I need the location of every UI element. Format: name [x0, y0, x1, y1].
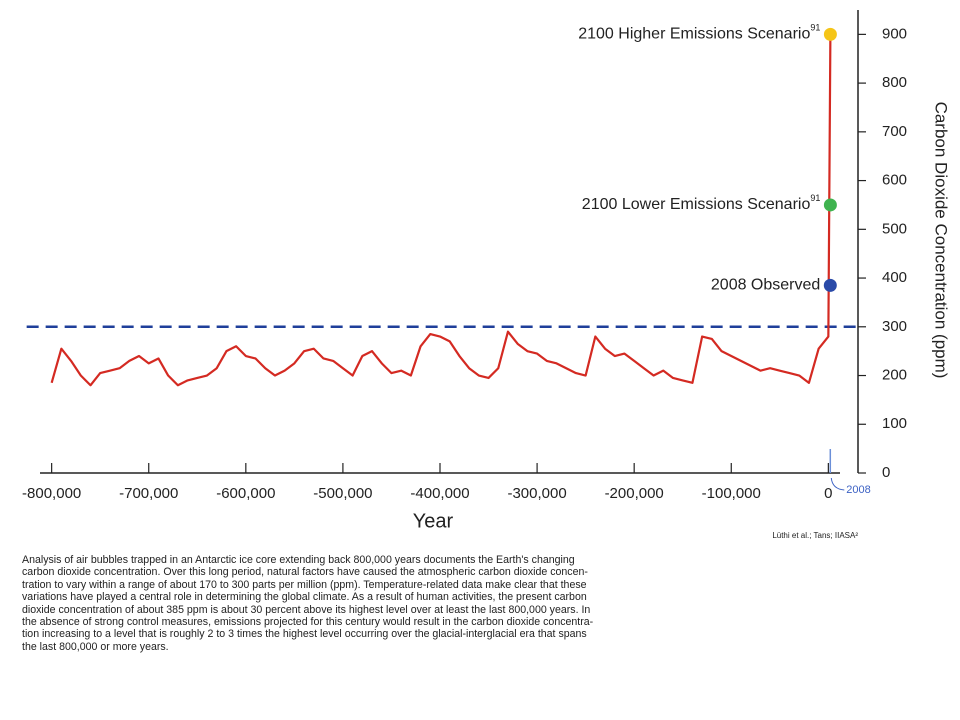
y-axis-label: Carbon Dioxide Concentration (ppm): [932, 102, 951, 379]
caption-line: variations have played a central role in…: [22, 591, 587, 604]
chart: Year Carbon Dioxide Concentration (ppm) …: [22, 10, 951, 540]
x-tick-label: -600,000: [216, 485, 275, 502]
scenario-label: 2008 Observed: [711, 277, 820, 294]
x-tick-label: -400,000: [410, 485, 469, 502]
x-axis-label: Year: [413, 510, 454, 532]
y-tick-label: 0: [882, 464, 890, 481]
x-tick-label: -100,000: [702, 485, 761, 502]
scenario-label-text: 2100 Higher Emissions Scenario: [578, 26, 810, 43]
annotation-arrow: [830, 477, 845, 491]
y-tick-label: 100: [882, 415, 907, 432]
x-tick-label: -500,000: [313, 485, 372, 502]
y-tick-label: 800: [882, 74, 907, 91]
y-tick-label: 200: [882, 366, 907, 383]
x-tick-label: -700,000: [119, 485, 178, 502]
scenario-point: [823, 198, 837, 212]
caption-line: Analysis of air bubbles trapped in an An…: [22, 554, 575, 566]
scenario-point: [823, 27, 837, 41]
scenario-label-sup: 91: [810, 193, 820, 203]
x-tick-label: -200,000: [605, 485, 664, 502]
scenario-label-text: 2008 Observed: [711, 277, 820, 294]
caption-line: tration to vary within a range of about …: [22, 578, 587, 591]
caption: Analysis of air bubbles trapped in an An…: [22, 554, 922, 653]
caption-line: the last 800,000 or more years.: [22, 640, 169, 653]
y-tick-label: 600: [882, 172, 907, 189]
caption-line: carbon dioxide concentration. Over this …: [22, 566, 588, 579]
annotation: 2008: [846, 484, 870, 496]
y-tick-label: 500: [882, 220, 907, 237]
source: Lüthi et al.; Tans; IIASA²: [772, 531, 858, 540]
caption-line: the absence of strong control measures, …: [22, 616, 594, 629]
y-tick-label: 700: [882, 123, 907, 140]
y-tick-label: 900: [882, 25, 907, 42]
x-tick-label: -800,000: [22, 485, 81, 502]
series-line: [50, 34, 832, 387]
x-tick-label: -300,000: [507, 485, 566, 502]
y-tick-label: 300: [882, 318, 907, 335]
caption-line: tion increasing to a level that is rough…: [22, 628, 587, 641]
caption-line: dioxide concentration of about 385 ppm i…: [22, 603, 591, 616]
y-tick-label: 400: [882, 269, 907, 286]
scenario-label: 2100 Lower Emissions Scenario91: [582, 193, 821, 213]
scenario-label-text: 2100 Lower Emissions Scenario: [582, 196, 811, 213]
scenario-label: 2100 Higher Emissions Scenario91: [578, 23, 820, 43]
scenario-label-sup: 91: [810, 23, 820, 33]
scenario-point: [823, 278, 837, 292]
x-tick-label: 0: [824, 485, 832, 502]
